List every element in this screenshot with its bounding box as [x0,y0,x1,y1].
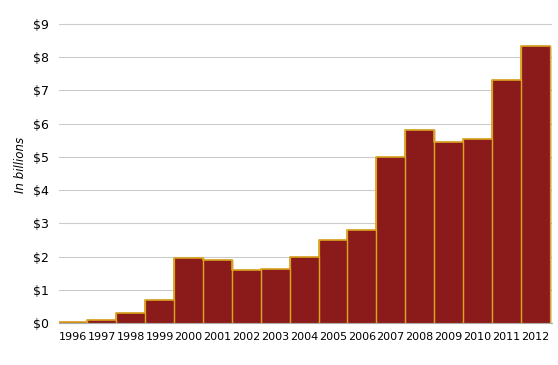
Y-axis label: In billions: In billions [15,137,27,193]
Text: First Quarter Revenue Growth Trends, In billions — 1996-2012: First Quarter Revenue Growth Trends, In … [7,14,521,28]
